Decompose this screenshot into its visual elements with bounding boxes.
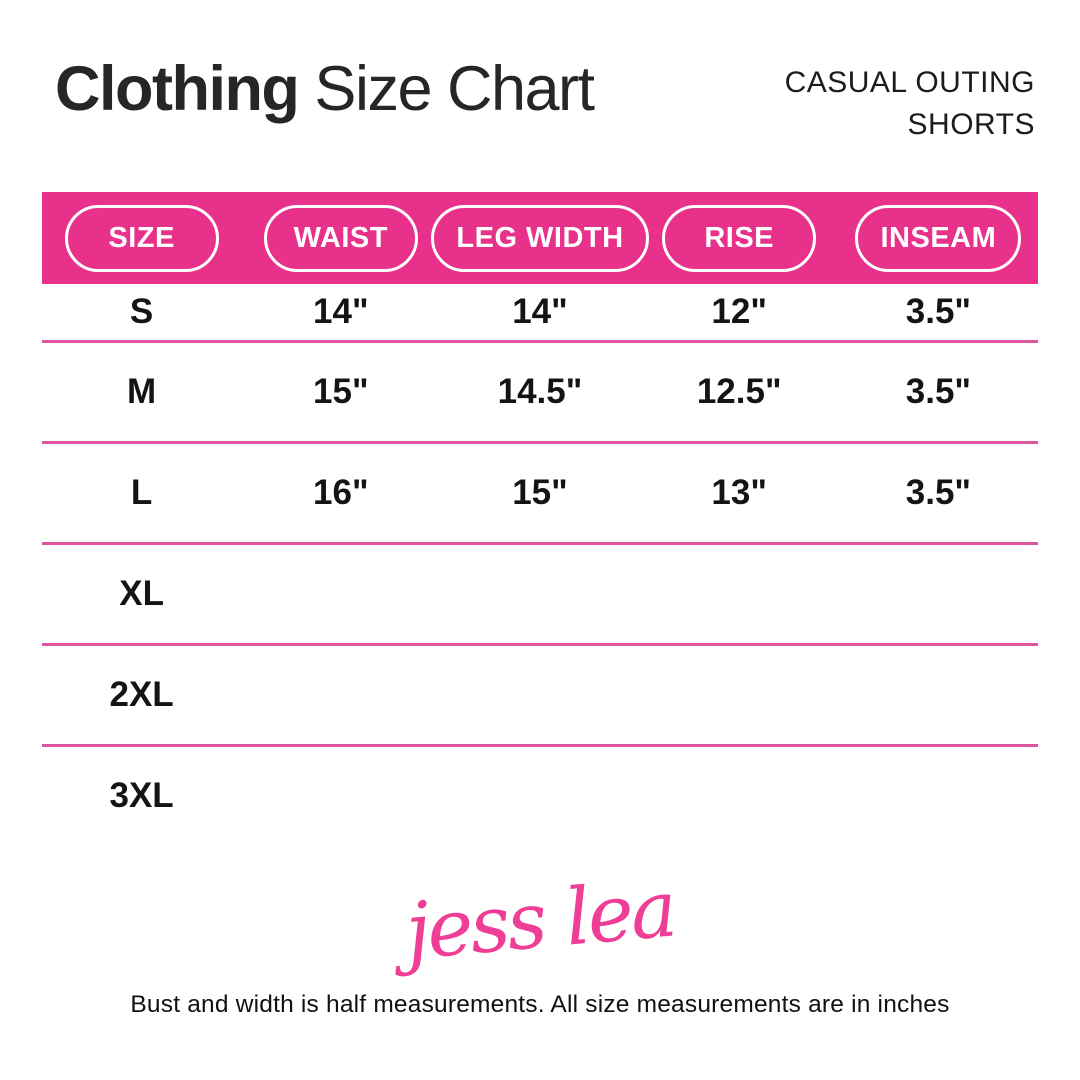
column-pill-leg-width: LEG WIDTH <box>431 204 649 272</box>
cell-waist: 15" <box>313 372 369 411</box>
column-pill-rise: RISE <box>662 204 817 272</box>
cell-size: 3XL <box>109 776 174 815</box>
table-row-xl: XL <box>42 545 1038 646</box>
cell-size: XL <box>119 574 164 613</box>
page-title-regular: Size Chart <box>298 54 595 124</box>
cell-inseam: 3.5" <box>905 372 972 411</box>
cell-leg-width: 14" <box>512 292 568 331</box>
cell-waist: 16" <box>313 473 369 512</box>
table-row-3xl: 3XL <box>42 747 1038 845</box>
product-name-line2: SHORTS <box>907 108 1035 141</box>
product-name: CASUAL OUTING SHORTS <box>785 62 1035 146</box>
page-title-bold: Clothing <box>55 54 300 124</box>
column-pill-size: SIZE <box>64 204 219 272</box>
jess-lea-logo: jess lea <box>402 864 678 978</box>
page-header: Clothing Size Chart CASUAL OUTING SHORTS <box>0 0 1080 146</box>
cell-inseam: 3.5" <box>905 473 972 512</box>
cell-inseam: 3.5" <box>905 292 972 331</box>
cell-size: M <box>127 372 157 411</box>
product-name-line1: CASUAL OUTING <box>784 66 1035 99</box>
measurement-note: Bust and width is half measurements. All… <box>130 990 950 1018</box>
cell-rise: 12.5" <box>696 372 782 411</box>
cell-rise: 12" <box>711 292 767 331</box>
size-table-body: S 14" 14" 12" 3.5" M 15" 14.5" 12.5" 3.5" L 16" 15" 1… <box>42 284 1038 845</box>
cell-rise: 13" <box>711 473 767 512</box>
cell-size: S <box>129 292 154 331</box>
table-row-s: S 14" 14" 12" 3.5" <box>42 284 1038 343</box>
cell-size: L <box>130 473 153 512</box>
table-row-2xl: 2XL <box>42 646 1038 747</box>
table-row-m: M 15" 14.5" 12.5" 3.5" <box>42 343 1038 444</box>
table-header-row: SIZE WAIST LEG WIDTH RISE INSEAM <box>42 192 1038 284</box>
table-row-l: L 16" 15" 13" 3.5" <box>42 444 1038 545</box>
column-pill-waist: WAIST <box>263 204 418 272</box>
cell-size: 2XL <box>109 675 174 714</box>
column-pill-inseam: INSEAM <box>855 204 1022 272</box>
cell-waist: 14" <box>313 292 369 331</box>
cell-leg-width: 15" <box>512 473 568 512</box>
cell-leg-width: 14.5" <box>497 372 583 411</box>
page-title: Clothing Size Chart <box>55 54 595 125</box>
